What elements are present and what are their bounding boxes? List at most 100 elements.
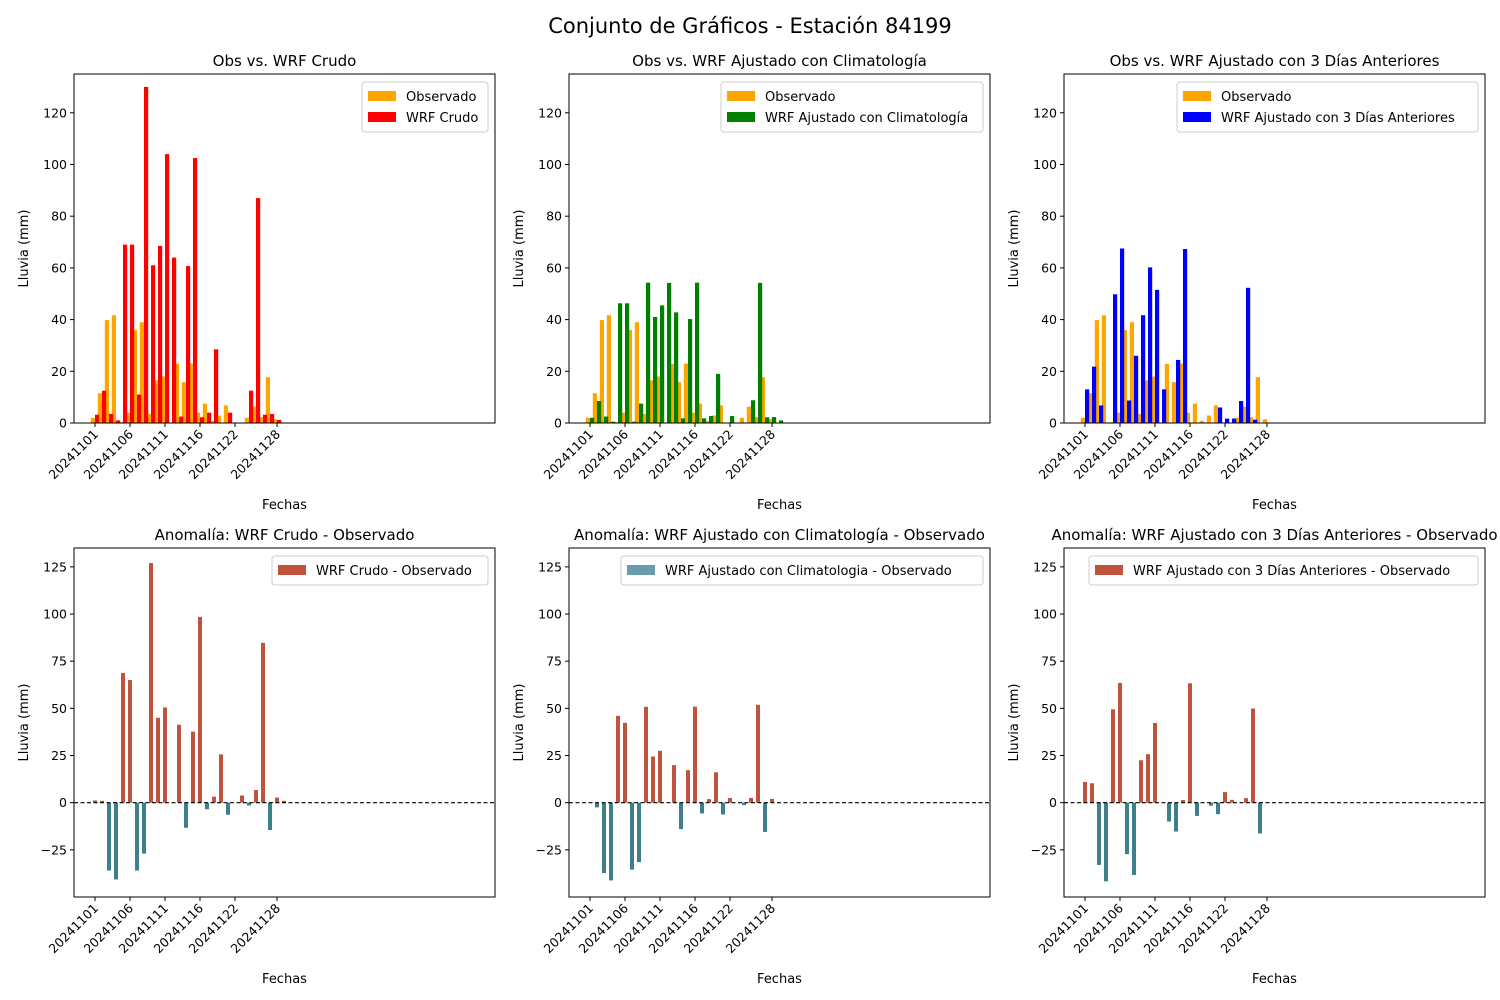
bar-wrf_clima bbox=[730, 416, 735, 423]
bar-observado bbox=[711, 415, 716, 423]
y-tick-label: 25 bbox=[51, 748, 67, 763]
bar-wrf_crudo bbox=[228, 412, 233, 423]
y-tick-label: 0 bbox=[554, 795, 562, 810]
bar-observado bbox=[690, 412, 695, 423]
bar-anomaly-positive bbox=[275, 797, 279, 803]
axes-frame bbox=[73, 73, 496, 424]
bar-wrf_crudo bbox=[151, 265, 156, 423]
bar-observado bbox=[1122, 329, 1127, 423]
bar-wrf_3dias bbox=[1232, 418, 1237, 423]
bar-observado bbox=[669, 363, 674, 423]
bar-wrf_clima bbox=[772, 417, 777, 423]
legend: WRF Crudo - Observado bbox=[271, 555, 489, 586]
y-tick-label: 100 bbox=[1033, 607, 1057, 622]
bar-observado bbox=[188, 363, 193, 423]
panel-title: Anomalía: WRF Ajustado con 3 Días Anteri… bbox=[1051, 526, 1497, 544]
bar-wrf_crudo bbox=[165, 154, 170, 423]
x-axis-label: Fechas bbox=[757, 498, 802, 513]
bar-anomaly-negative bbox=[1209, 802, 1213, 806]
bar-anomaly-positive bbox=[672, 765, 676, 803]
bar-observado bbox=[760, 377, 765, 423]
bar-observado bbox=[592, 393, 597, 423]
bar-wrf_clima bbox=[695, 282, 700, 423]
bar-anomaly-positive bbox=[177, 724, 181, 803]
y-tick-label: 100 bbox=[538, 607, 562, 622]
bar-anomaly-negative bbox=[1216, 802, 1220, 815]
bar-wrf_3dias bbox=[1183, 249, 1188, 423]
y-tick-label: 100 bbox=[43, 607, 67, 622]
bar-observado bbox=[648, 380, 653, 423]
y-tick-label: 60 bbox=[546, 260, 562, 275]
bar-observado bbox=[704, 420, 709, 423]
y-tick-label: 75 bbox=[546, 654, 562, 669]
legend-label: Observado bbox=[765, 90, 836, 105]
bar-wrf_crudo bbox=[207, 412, 212, 423]
bar-observado bbox=[111, 315, 116, 423]
bar-observado bbox=[676, 382, 681, 423]
bar-observado bbox=[1143, 380, 1148, 423]
bar-observado bbox=[620, 412, 625, 423]
bar-anomaly-positive bbox=[1118, 682, 1122, 803]
x-axis-label: Fechas bbox=[1252, 498, 1297, 513]
y-tick-label: 0 bbox=[59, 416, 67, 431]
y-tick-label: 0 bbox=[1049, 416, 1057, 431]
bar-anomaly-negative bbox=[1104, 802, 1108, 882]
bar-observado bbox=[181, 382, 186, 423]
bar-wrf_clima bbox=[709, 416, 714, 423]
axes-frame bbox=[1063, 73, 1486, 424]
chart-panel-5: Anomalía: WRF Ajustado con Climatología … bbox=[512, 526, 991, 987]
legend-label: WRF Ajustado con Climatologia - Observad… bbox=[665, 564, 952, 579]
bar-anomaly-positive bbox=[1111, 709, 1115, 803]
bar-observado bbox=[1234, 417, 1239, 423]
bar-wrf_clima bbox=[751, 400, 756, 423]
bar-anomaly-positive bbox=[1146, 754, 1150, 803]
bar-observado bbox=[251, 406, 256, 423]
panel-title: Obs vs. WRF Ajustado con 3 Días Anterior… bbox=[1110, 52, 1440, 70]
bar-observado bbox=[265, 377, 270, 423]
y-tick-label: 100 bbox=[538, 157, 562, 172]
bar-anomaly-positive bbox=[658, 750, 662, 803]
bar-observado bbox=[599, 320, 604, 423]
bar-wrf_crudo bbox=[256, 198, 261, 423]
bar-observado bbox=[585, 417, 590, 423]
bar-observado bbox=[606, 315, 611, 423]
bar-observado bbox=[272, 419, 277, 423]
bar-observado bbox=[202, 403, 207, 423]
bar-observado bbox=[1080, 417, 1085, 423]
y-tick-label: 20 bbox=[1041, 364, 1057, 379]
bar-observado bbox=[258, 417, 263, 423]
bar-anomaly-negative bbox=[763, 802, 767, 832]
bar-anomaly-positive bbox=[100, 800, 104, 803]
bar-anomaly-positive bbox=[128, 680, 132, 803]
bar-anomaly-positive bbox=[749, 797, 753, 803]
bar-observado bbox=[160, 376, 165, 423]
x-axis-label: Fechas bbox=[757, 972, 802, 987]
bar-anomaly-negative bbox=[1167, 802, 1171, 822]
y-tick-label: 40 bbox=[546, 312, 562, 327]
bar-wrf_crudo bbox=[270, 413, 275, 423]
y-tick-label: 0 bbox=[554, 416, 562, 431]
legend-label: WRF Ajustado con Climatología bbox=[765, 111, 968, 126]
bar-anomaly-positive bbox=[1139, 760, 1143, 803]
y-tick-label: 60 bbox=[51, 260, 67, 275]
legend-box bbox=[1088, 555, 1479, 586]
bar-observado bbox=[132, 329, 137, 423]
bar-anomaly-negative bbox=[602, 802, 606, 874]
bar-observado bbox=[718, 405, 723, 423]
bar-wrf_3dias bbox=[1176, 359, 1181, 423]
bar-anomaly-positive bbox=[714, 772, 718, 803]
bar-anomaly-positive bbox=[121, 673, 125, 803]
bar-anomaly-negative bbox=[142, 802, 146, 854]
bar-wrf_crudo bbox=[137, 394, 142, 423]
y-tick-label: 75 bbox=[1041, 654, 1057, 669]
bar-wrf_crudo bbox=[249, 390, 254, 423]
bar-observado bbox=[1199, 420, 1204, 423]
bar-observado bbox=[1255, 377, 1260, 423]
bar-anomaly-positive bbox=[1230, 799, 1234, 803]
legend-swatch bbox=[1183, 91, 1211, 101]
legend-swatch bbox=[1095, 565, 1123, 575]
bar-observado bbox=[627, 329, 632, 423]
legend-swatch bbox=[1183, 112, 1211, 122]
bar-wrf_clima bbox=[667, 282, 672, 423]
y-tick-label: 120 bbox=[1033, 105, 1057, 120]
